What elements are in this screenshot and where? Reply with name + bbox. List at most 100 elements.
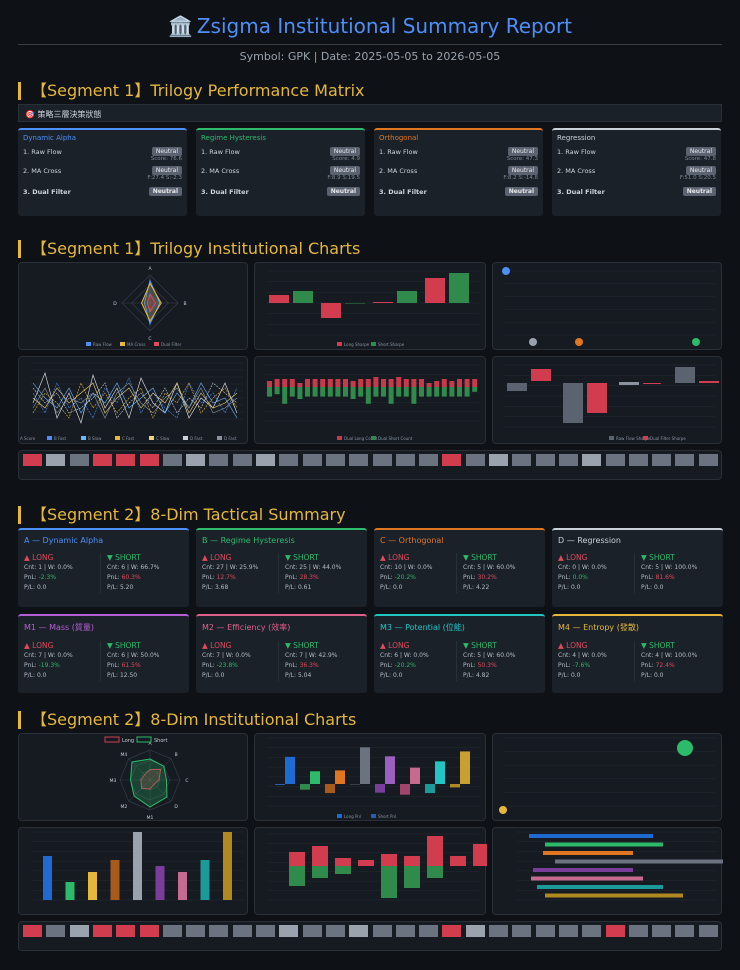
long-pnl-value: -19.3% (38, 662, 60, 669)
dual-long-count-bar (297, 383, 303, 387)
pnl-label: PnL: (285, 662, 298, 669)
ma-cross-row: 2. MA Cross Neutral (557, 166, 716, 175)
legend-swatch (47, 436, 52, 440)
legend-label: Short Sharpe (378, 342, 405, 347)
short-pnl: PnL: 81.6% (641, 573, 717, 583)
pnl-label: PnL: (558, 662, 571, 669)
tactical-card-name: M4 — Entropy (發散) (558, 623, 639, 632)
tactical-card-name: A — Dynamic Alpha (24, 536, 104, 545)
legend-label: MA Cross (127, 342, 145, 347)
long-pl-value: 0.0 (392, 584, 403, 591)
score-text: Score: 76.6 (150, 156, 182, 162)
legend-label: Dual Long Count (344, 436, 378, 441)
long-pnl: PnL: -7.6% (558, 661, 634, 671)
pl-label: P/L: (202, 672, 214, 679)
pnl-label: PnL: (107, 574, 120, 581)
raw-flow-label: 1. Raw Flow (23, 147, 62, 156)
short-pl-value: 5.20 (119, 584, 134, 591)
ma-cross-label: 2. MA Cross (23, 166, 62, 175)
signal-cell (582, 925, 602, 937)
dim-bar (133, 832, 142, 900)
dual-short-count-bar (312, 387, 318, 397)
ma-cross-label: 2. MA Cross (201, 166, 240, 175)
signal-cell (675, 925, 695, 937)
up-step-bar (312, 846, 328, 866)
long-count: Cnt: 27 | W: 25.9% (202, 564, 259, 571)
signal-cell (92, 454, 112, 466)
signal-cell (419, 925, 439, 937)
ma-cross-row: 2. MA Cross Neutral (379, 166, 538, 175)
short-pnl-value: 30.2% (477, 574, 497, 581)
trilogy-scatter-chart (492, 262, 722, 350)
radar-axis-label: M2 (120, 804, 127, 810)
bars2c-svg (267, 833, 489, 901)
dual-long-count-bar (358, 379, 364, 387)
status-badge: Neutral (504, 187, 538, 196)
legend-swatch (120, 342, 125, 346)
legend-label: D Fast (190, 436, 203, 441)
score-line (32, 382, 238, 419)
dual-short-count-bar (358, 387, 364, 397)
ma-cross-row: 2. MA Cross Neutral (201, 166, 360, 175)
sharpe-step-bar (507, 383, 527, 391)
dim-bar (178, 872, 187, 900)
short-count: Cnt: 7 | W: 42.9% (285, 652, 338, 659)
signal-cell (209, 925, 229, 937)
signal-cell (442, 925, 462, 937)
signal-cell (302, 925, 322, 937)
dual-long-count-bar (373, 377, 379, 387)
tactical-card: D — Regression ▲ LONG Cnt: 0 | W: 0.0% PnL:… (552, 528, 723, 607)
legend-label: Raw Flow Sharpe (616, 436, 651, 441)
long-pl: P/L: 0.0 (24, 583, 100, 593)
long-count: Cnt: 10 | W: 0.0% (380, 564, 433, 571)
long-pnl-value: -20.2% (394, 574, 416, 581)
short-label: ▼ SHORT (641, 553, 675, 562)
dim-bar (223, 832, 232, 900)
long-pl-value: 0.0 (570, 672, 581, 679)
up-step-bar (450, 856, 466, 866)
dual-short-count-bar (274, 387, 280, 395)
short-pnl-value: 72.4% (655, 662, 675, 669)
long-column: ▲ LONG Cnt: 7 | W: 0.0% PnL: -19.3% P/L: 0.… (24, 641, 100, 681)
dim-hbar (545, 842, 663, 847)
signal-cell (558, 925, 578, 937)
pl-label: P/L: (285, 584, 297, 591)
sharpe-step-bar (699, 381, 719, 383)
dual-filter-row: 3. Dual Filter Neutral (201, 187, 360, 196)
short-pl-value: 4.22 (475, 584, 490, 591)
signal-cell (349, 454, 369, 466)
signal-cell (23, 925, 42, 937)
short-count: Cnt: 6 | W: 66.7% (107, 564, 160, 571)
short-count: Cnt: 5 | W: 100.0% (641, 564, 698, 571)
signal-cell (349, 925, 369, 937)
dual-long-count-bar (449, 381, 455, 387)
dual-long-count-bar (305, 379, 310, 387)
scatter-point (529, 338, 537, 346)
radar-axis-label: D (113, 301, 117, 307)
dual-long-count-bar (464, 379, 470, 387)
dual-long-count-bar (426, 383, 432, 387)
score-text: Score: 47.3 (506, 156, 538, 162)
legend-label: Raw Flow (93, 342, 113, 347)
score-line (32, 382, 238, 419)
pnl-label: PnL: (380, 574, 393, 581)
up-step-bar (289, 852, 305, 866)
pl-label: P/L: (558, 672, 570, 679)
signal-cell (372, 925, 392, 937)
status-badge: Neutral (507, 166, 538, 175)
report-title: 🏛️ Zsigma Institutional Summary Report (0, 14, 740, 38)
signal-cell (605, 925, 625, 937)
short-pnl-bar (285, 756, 295, 784)
short-pnl-value: 81.6% (655, 574, 675, 581)
status-badge: Neutral (685, 166, 716, 175)
dim-hbar (555, 859, 723, 864)
short-pnl-bar (435, 761, 445, 784)
dual-filter-row: 3. Dual Filter Neutral (379, 187, 538, 196)
short-label: ▼ SHORT (463, 641, 497, 650)
dim-bar (110, 860, 120, 900)
pnl-label: PnL: (463, 574, 476, 581)
signal-cell (325, 925, 345, 937)
short-column: ▼ SHORT Cnt: 5 | W: 60.0% PnL: 50.3% P/L: 4… (456, 641, 539, 681)
signal-cell (582, 454, 602, 466)
pl-label: P/L: (107, 672, 119, 679)
